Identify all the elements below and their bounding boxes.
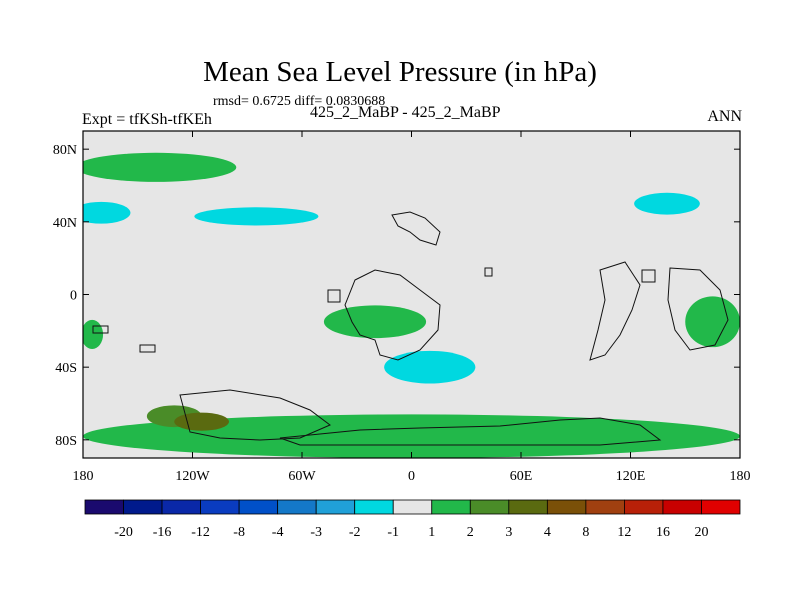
coastline [139, 344, 156, 353]
coastline [667, 267, 729, 351]
colorbar-label: 20 [694, 525, 708, 540]
colorbar-swatch [701, 499, 741, 515]
chart-subtitle: 425_2_MaBP - 425_2_MaBP [310, 104, 501, 121]
anomaly-region [384, 350, 476, 384]
y-tick-label: 0 [70, 289, 77, 304]
coastline [327, 289, 341, 303]
x-tick-label: 60W [288, 469, 316, 484]
colorbar-swatch [508, 499, 548, 515]
coastline [92, 325, 109, 334]
coastline [344, 269, 441, 361]
anomaly-region [634, 192, 700, 215]
colorbar-label: -8 [233, 525, 245, 540]
colorbar-swatch [392, 499, 433, 515]
colorbar-label: -3 [310, 525, 322, 540]
colorbar-label: 2 [467, 525, 474, 540]
colorbar-label: -2 [349, 525, 361, 540]
coastline [391, 211, 441, 246]
x-tick-label: 120W [175, 469, 210, 484]
anomaly-region [83, 201, 131, 224]
colorbar-swatch [469, 499, 510, 515]
colorbar-label: 3 [505, 525, 512, 540]
colorbar-label: 4 [544, 525, 551, 540]
coastline [589, 261, 641, 361]
experiment-label: Expt = tfKSh-tfKEh [82, 111, 212, 128]
colorbar-swatch [624, 499, 664, 515]
colorbar-label: -16 [153, 525, 172, 540]
colorbar-label: -12 [191, 525, 210, 540]
anomaly-region [83, 319, 104, 349]
x-tick-label: 180 [73, 469, 94, 484]
anomaly-regions [83, 152, 740, 458]
coastline [641, 269, 656, 283]
map-background [83, 131, 740, 458]
colorbar-label: 16 [656, 525, 670, 540]
colorbar-label: -20 [114, 525, 133, 540]
y-tick-label: 80N [53, 143, 77, 158]
anomaly-region [174, 412, 229, 431]
stats-line: rmsd= 0.6725 diff= 0.0830688 [213, 94, 386, 109]
colorbar-label: -1 [387, 525, 399, 540]
anomaly-region [83, 152, 237, 182]
x-tick-label: 180 [730, 469, 751, 484]
colorbar-swatch [200, 499, 240, 515]
colorbar-swatch [123, 499, 163, 515]
season-label: ANN [707, 108, 742, 125]
colorbar-swatch [277, 499, 317, 515]
colorbar-label: 1 [428, 525, 435, 540]
colorbar-swatch [431, 499, 471, 515]
colorbar-label: -4 [272, 525, 284, 540]
chart-title: Mean Sea Level Pressure (in hPa) [203, 56, 597, 88]
y-tick-label: 80S [55, 434, 77, 449]
colorbar-label: 12 [617, 525, 631, 540]
y-tick-label: 40S [55, 361, 77, 376]
anomaly-region [194, 207, 319, 226]
colorbar-swatch [238, 499, 279, 515]
x-tick-label: 0 [408, 469, 415, 484]
anomaly-region [323, 305, 427, 339]
colorbar-swatch [546, 499, 587, 515]
anomaly-region [685, 296, 740, 348]
coastline [484, 267, 493, 277]
colorbar-swatch [662, 499, 702, 515]
colorbar-swatch [315, 499, 356, 515]
colorbar-swatch [161, 499, 201, 515]
colorbar-swatch [354, 499, 394, 515]
coastline [279, 417, 662, 446]
x-tick-label: 60E [510, 469, 533, 484]
anomaly-region [83, 414, 740, 458]
coastline [179, 389, 331, 441]
x-tick-label: 120E [616, 469, 646, 484]
colorbar-label: 8 [582, 525, 589, 540]
y-tick-label: 40N [53, 216, 77, 231]
colorbar-swatch [84, 499, 124, 515]
colorbar-swatch [585, 499, 625, 515]
